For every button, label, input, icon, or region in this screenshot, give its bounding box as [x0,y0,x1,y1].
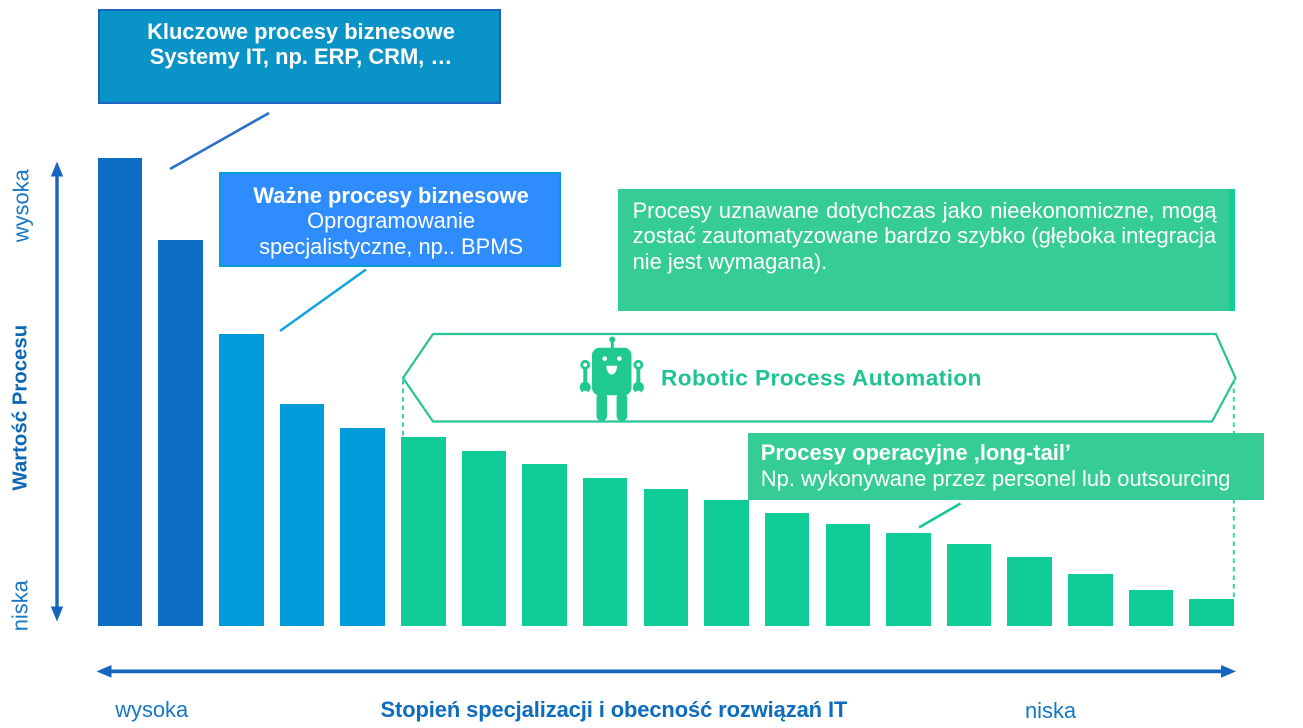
svg-text:Robotic Process Automation: Robotic Process Automation [661,366,982,391]
